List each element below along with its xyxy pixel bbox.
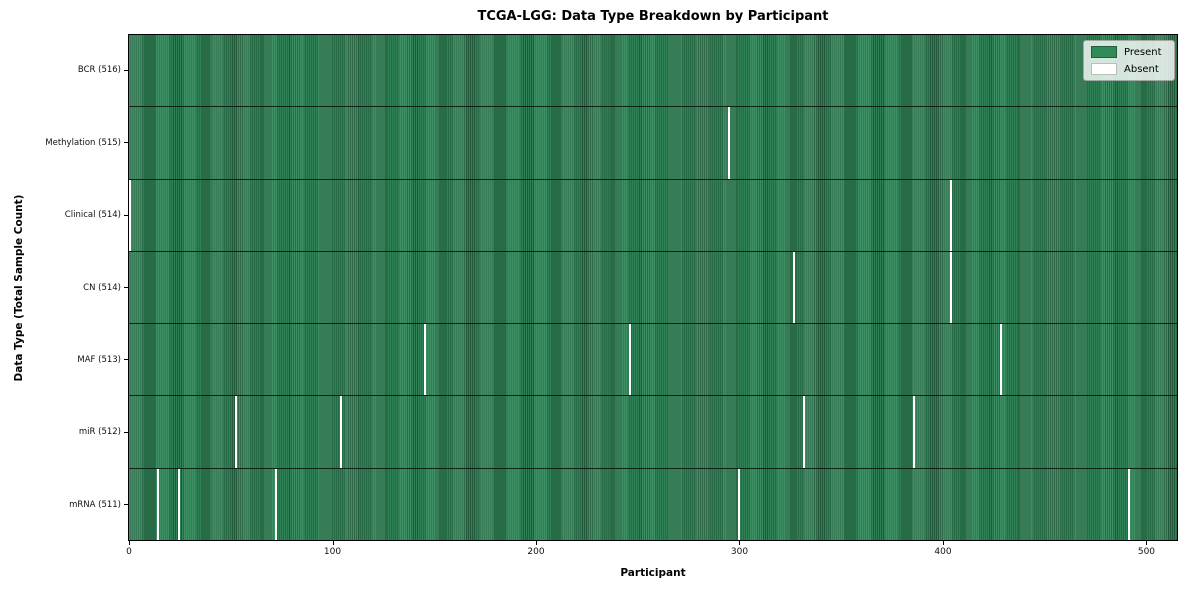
y-tick-label: Methylation (515) <box>45 137 121 148</box>
x-tick-label: 0 <box>126 547 132 557</box>
y-tick-mark <box>124 431 128 433</box>
x-tick-mark <box>1146 541 1148 545</box>
legend-entry-present: Present <box>1091 46 1167 58</box>
legend: Present Absent <box>1083 40 1175 81</box>
absent-gap <box>1128 468 1131 540</box>
absent-gap <box>912 396 915 468</box>
absent-gap <box>157 468 160 540</box>
absent-gap <box>1000 324 1003 396</box>
x-tick-mark <box>739 541 741 545</box>
chart-title: TCGA-LGG: Data Type Breakdown by Partici… <box>477 9 829 24</box>
x-tick-mark <box>129 541 131 545</box>
y-tick-label: mRNA (511) <box>69 499 121 510</box>
row-clinical <box>129 179 1177 252</box>
legend-entry-absent: Absent <box>1091 63 1167 75</box>
y-tick-label: miR (512) <box>78 427 121 438</box>
absent-gap <box>423 324 426 396</box>
x-tick-mark <box>535 541 537 545</box>
row-maf <box>129 324 1177 397</box>
x-tick-mark <box>332 541 334 545</box>
row-mir <box>129 396 1177 469</box>
absent-gap <box>728 107 731 179</box>
row-cn <box>129 251 1177 325</box>
absent-gap <box>340 396 343 468</box>
legend-label: Present <box>1124 46 1162 58</box>
y-tick-label: Clinical (514) <box>64 210 121 221</box>
absent-gap <box>129 179 131 251</box>
absent-gap <box>234 396 237 468</box>
absent-gap <box>803 396 806 468</box>
x-tick-label: 200 <box>527 547 545 557</box>
x-tick-label: 400 <box>934 547 952 557</box>
y-tick-mark <box>124 69 128 71</box>
row-methylation <box>129 107 1177 180</box>
y-tick-mark <box>124 504 128 506</box>
y-tick-label: MAF (513) <box>77 354 121 365</box>
x-tick-label: 500 <box>1137 547 1156 557</box>
y-tick-label: CN (514) <box>83 282 121 293</box>
absent-gap <box>738 468 741 540</box>
legend-swatch-absent <box>1091 63 1117 75</box>
absent-gap <box>949 251 952 324</box>
y-tick-mark <box>124 359 128 361</box>
y-tick-mark <box>124 287 128 288</box>
y-tick-mark <box>124 142 128 144</box>
x-tick-label: 100 <box>323 547 342 557</box>
row-bcr <box>129 35 1177 108</box>
absent-gap <box>628 324 631 396</box>
absent-gap <box>793 251 796 324</box>
y-tick-mark <box>124 214 128 216</box>
plot-area <box>128 34 1178 541</box>
absent-gap <box>949 179 952 251</box>
y-tick-label: BCR (516) <box>77 65 121 76</box>
x-tick-label: 300 <box>730 547 749 557</box>
row-mrna <box>129 468 1177 540</box>
legend-swatch-present <box>1091 46 1117 58</box>
absent-gap <box>275 468 278 540</box>
legend-label: Absent <box>1124 63 1159 75</box>
absent-gap <box>177 468 180 540</box>
x-axis-title: Participant <box>620 567 686 579</box>
x-tick-mark <box>942 541 944 545</box>
